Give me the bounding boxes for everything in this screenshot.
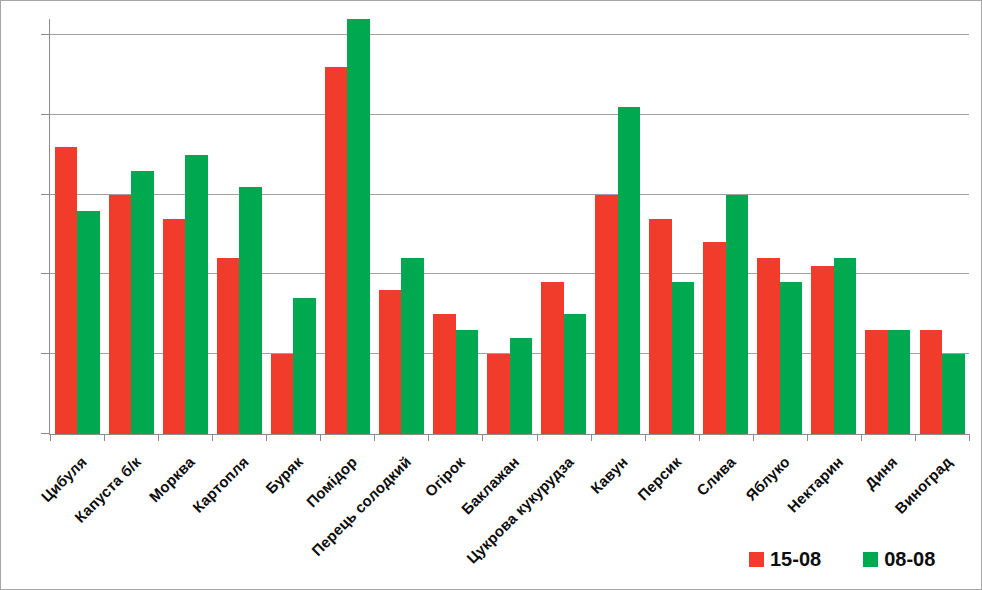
x-axis-label: Баклажан bbox=[458, 453, 523, 518]
x-axis-label: Капуста б/к bbox=[71, 453, 144, 526]
bar-08-08 bbox=[77, 211, 100, 434]
bar-08-08 bbox=[672, 282, 695, 434]
bar-15-08 bbox=[487, 354, 510, 434]
bar-08-08 bbox=[780, 282, 803, 434]
bar-08-08 bbox=[942, 354, 965, 434]
plot-area bbox=[49, 19, 969, 435]
x-axis-label: Перець солодкий bbox=[308, 453, 414, 559]
x-axis-label: Цукрова кукурудза bbox=[463, 453, 577, 567]
legend-swatch-08-08 bbox=[863, 552, 878, 567]
x-axis-label: Морква bbox=[146, 453, 198, 505]
bar-15-08 bbox=[757, 258, 780, 434]
bar-15-08 bbox=[595, 195, 618, 434]
x-axis-label: Виноград bbox=[891, 453, 955, 517]
legend-label-08-08: 08-08 bbox=[884, 549, 935, 569]
x-axis-label: Кавун bbox=[587, 453, 631, 497]
bar-08-08 bbox=[564, 314, 587, 434]
y-axis-tick bbox=[41, 34, 50, 35]
x-axis-label: Персик bbox=[634, 453, 685, 504]
bar-08-08 bbox=[888, 330, 911, 434]
bar-15-08 bbox=[379, 290, 402, 434]
bar-08-08 bbox=[726, 195, 749, 434]
bar-08-08 bbox=[456, 330, 479, 434]
y-axis-tick bbox=[41, 114, 50, 115]
bar-08-08 bbox=[834, 258, 857, 434]
chart-frame: ЦибуляКапуста б/кМоркваКартопляБурякПомі… bbox=[0, 0, 982, 590]
x-axis-tick bbox=[482, 434, 483, 441]
bar-08-08 bbox=[239, 187, 262, 434]
x-axis-labels: ЦибуляКапуста б/кМоркваКартопляБурякПомі… bbox=[49, 434, 968, 554]
y-axis-tick bbox=[41, 353, 50, 354]
legend-swatch-15-08 bbox=[749, 552, 764, 567]
bar-15-08 bbox=[163, 219, 186, 434]
y-axis-tick bbox=[41, 433, 50, 434]
x-axis-tick bbox=[428, 434, 429, 441]
bar-08-08 bbox=[347, 19, 370, 434]
bar-08-08 bbox=[618, 107, 641, 434]
x-axis-tick bbox=[915, 434, 916, 441]
legend-label-15-08: 15-08 bbox=[770, 549, 821, 569]
x-axis-label: Картопля bbox=[189, 453, 252, 516]
x-axis-tick bbox=[969, 434, 970, 441]
x-axis-tick bbox=[104, 434, 105, 441]
x-axis-tick bbox=[537, 434, 538, 441]
bar-15-08 bbox=[217, 258, 240, 434]
x-axis-tick bbox=[861, 434, 862, 441]
x-axis-label: Буряк bbox=[262, 453, 306, 497]
bar-15-08 bbox=[55, 147, 78, 434]
bar-15-08 bbox=[920, 330, 943, 434]
x-axis-tick bbox=[320, 434, 321, 441]
bar-08-08 bbox=[401, 258, 424, 434]
bar-15-08 bbox=[811, 266, 834, 434]
x-axis-label: Слива bbox=[693, 453, 739, 499]
y-axis-tick bbox=[41, 194, 50, 195]
bar-08-08 bbox=[185, 155, 208, 434]
bar-08-08 bbox=[131, 171, 154, 434]
x-axis-label: Нектарин bbox=[784, 453, 847, 516]
legend: 15-08 08-08 bbox=[749, 549, 935, 569]
x-axis-label: Цибуля bbox=[38, 453, 90, 505]
x-axis-label: Помідор bbox=[303, 453, 360, 510]
x-axis-tick bbox=[753, 434, 754, 441]
gridline bbox=[50, 114, 969, 115]
x-axis-tick bbox=[50, 434, 51, 441]
bar-15-08 bbox=[325, 67, 348, 434]
x-axis-tick bbox=[158, 434, 159, 441]
x-axis-tick bbox=[807, 434, 808, 441]
gridline bbox=[50, 34, 969, 35]
x-axis-label: Диня bbox=[862, 453, 901, 492]
bar-15-08 bbox=[649, 219, 672, 434]
x-axis-tick bbox=[374, 434, 375, 441]
x-axis-label: Яблуко bbox=[742, 453, 793, 504]
bar-15-08 bbox=[865, 330, 888, 434]
x-axis-tick bbox=[645, 434, 646, 441]
x-axis-tick bbox=[591, 434, 592, 441]
bar-08-08 bbox=[293, 298, 316, 434]
x-axis-tick bbox=[212, 434, 213, 441]
x-axis-tick bbox=[266, 434, 267, 441]
bar-15-08 bbox=[433, 314, 456, 434]
legend-item-08-08: 08-08 bbox=[863, 549, 935, 569]
bar-15-08 bbox=[703, 242, 726, 434]
legend-item-15-08: 15-08 bbox=[749, 549, 821, 569]
x-axis-label: Огірок bbox=[422, 453, 469, 500]
bar-15-08 bbox=[541, 282, 564, 434]
y-axis-tick bbox=[41, 273, 50, 274]
x-axis-tick bbox=[699, 434, 700, 441]
bar-15-08 bbox=[109, 195, 132, 434]
bar-15-08 bbox=[271, 354, 294, 434]
bar-08-08 bbox=[510, 338, 533, 434]
